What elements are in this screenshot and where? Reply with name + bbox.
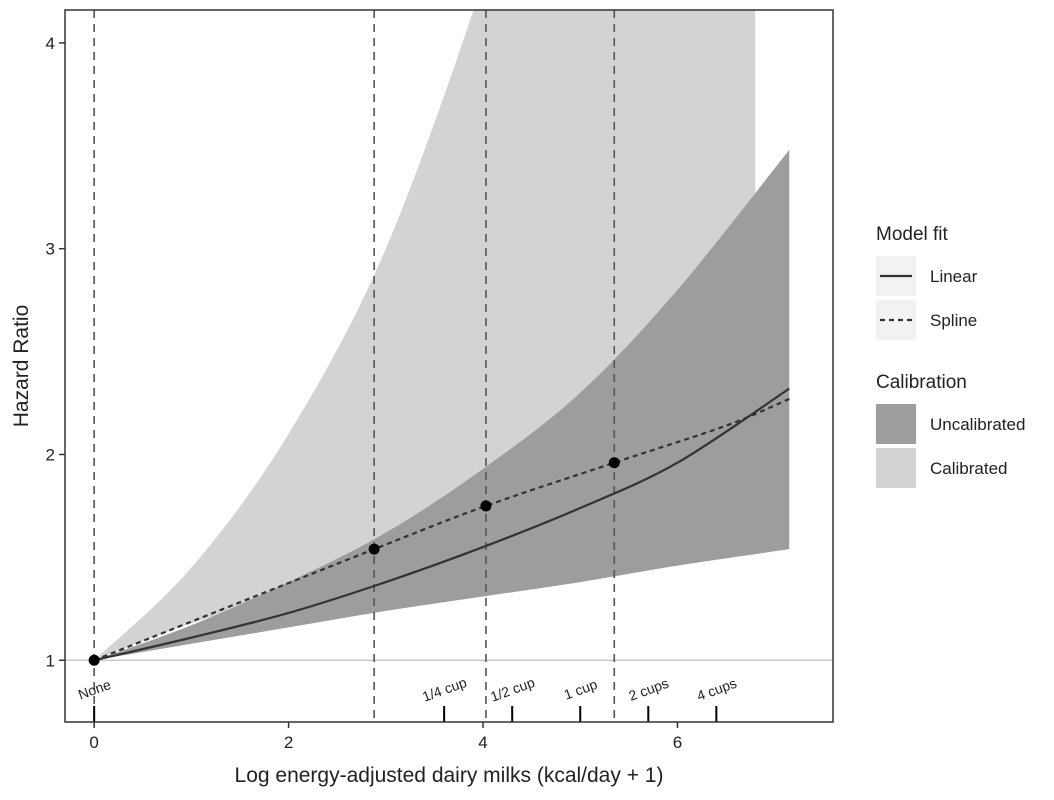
- band-uncalibrated: [94, 149, 790, 661]
- legend-key-fill: [876, 404, 916, 444]
- legend-item-label: Calibrated: [930, 459, 1008, 478]
- x-tick-label: 0: [89, 733, 98, 752]
- legend-key-fill: [876, 448, 916, 488]
- fit-lines: [93, 387, 790, 662]
- rug-label: 2 cups: [626, 675, 670, 704]
- data-point: [608, 457, 620, 469]
- legend-title: Model fit: [876, 224, 949, 245]
- axes: 0 2 4 6 1 2 3 4: [46, 34, 683, 752]
- plot-frame: [64, 9, 834, 723]
- vertical-reference-lines: [93, 10, 616, 722]
- x-tick-label: 2: [284, 733, 293, 752]
- legend-title: Calibration: [876, 372, 967, 393]
- legend-item-label: Spline: [930, 311, 977, 330]
- rug-label: 1 cup: [562, 676, 600, 703]
- y-tick-label: 1: [46, 651, 55, 670]
- y-tick-label: 4: [46, 34, 55, 53]
- legend-item-label: Uncalibrated: [930, 415, 1025, 434]
- x-axis-label: Log energy-adjusted dairy milks (kcal/da…: [235, 764, 664, 787]
- rug-marks: None 1/4 cup 1/2 cup 1 cup 2 cups 4 cups: [76, 674, 739, 722]
- x-tick-label: 6: [673, 733, 682, 752]
- confidence-bands: [94, 10, 790, 661]
- rug-label: 4 cups: [695, 675, 739, 704]
- data-points: [88, 457, 620, 666]
- data-point: [88, 654, 100, 666]
- legend-item-label: Linear: [930, 267, 978, 286]
- rug-label: 1/2 cup: [488, 674, 537, 705]
- band-calibrated: [94, 10, 756, 661]
- x-tick-label: 4: [478, 733, 487, 752]
- legend: Model fit Linear Spline Calibration Uncalibr…: [876, 224, 1025, 488]
- y-axis-label: Hazard Ratio: [10, 305, 33, 428]
- data-point: [480, 500, 492, 512]
- rug-label: 1/4 cup: [420, 674, 469, 705]
- data-point: [368, 543, 380, 555]
- series-line-linear: [93, 387, 790, 662]
- y-tick-label: 2: [46, 445, 55, 464]
- y-tick-label: 3: [46, 240, 55, 259]
